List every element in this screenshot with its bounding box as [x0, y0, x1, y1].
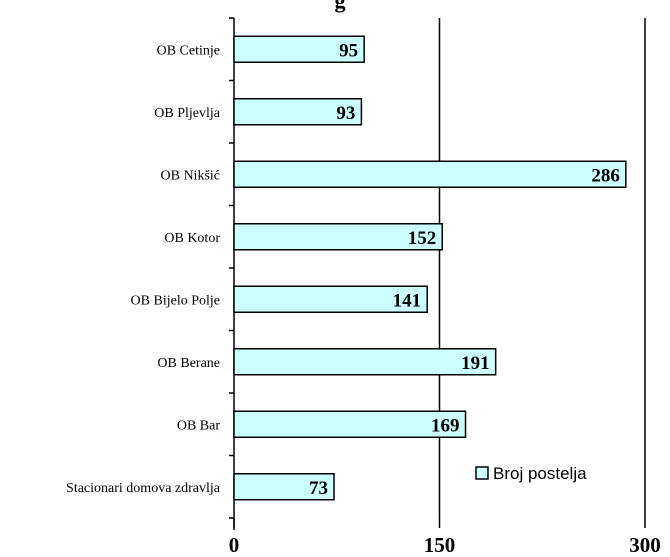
- data-label-6: 169: [431, 415, 460, 436]
- bar-2: [233, 160, 627, 188]
- legend: Broj postelja: [475, 464, 587, 483]
- category-label-7: Stacionari domova zdravlja: [66, 481, 221, 496]
- plot-area: 95 OB Cetinje 93 OB Pljevlja 286 OB Nikšić 152…: [66, 17, 661, 557]
- data-label-5: 191: [461, 353, 490, 374]
- category-label-5: OB Berane: [157, 356, 220, 371]
- legend-label: Broj postelja: [493, 464, 587, 483]
- category-label-6: OB Bar: [177, 418, 221, 433]
- category-label-0: OB Cetinje: [157, 43, 220, 58]
- data-label-4: 141: [393, 290, 422, 311]
- category-label-2: OB Nikšić: [161, 168, 221, 183]
- data-label-0: 95: [339, 40, 358, 61]
- x-tick-label-2: 300: [629, 533, 661, 557]
- data-label-3: 152: [408, 228, 437, 249]
- data-label-2: 286: [591, 165, 620, 186]
- x-tick-label-1: 150: [424, 533, 456, 557]
- data-label-1: 93: [336, 103, 355, 124]
- legend-swatch: [475, 466, 489, 480]
- category-label-4: OB Bijelo Polje: [131, 293, 220, 308]
- bar-0: [233, 35, 365, 63]
- bar-6: [233, 410, 467, 438]
- category-label-1: OB Pljevlja: [154, 106, 221, 121]
- category-label-3: OB Kotor: [164, 231, 220, 246]
- bar-4: [233, 285, 428, 313]
- bar-3: [233, 223, 443, 251]
- bar-5: [233, 348, 497, 376]
- chart-title: g: [335, 0, 346, 13]
- data-label-7: 73: [309, 478, 328, 499]
- x-tick-label-0: 0: [229, 533, 240, 557]
- bar-7: [233, 473, 335, 501]
- bar-1: [233, 98, 363, 126]
